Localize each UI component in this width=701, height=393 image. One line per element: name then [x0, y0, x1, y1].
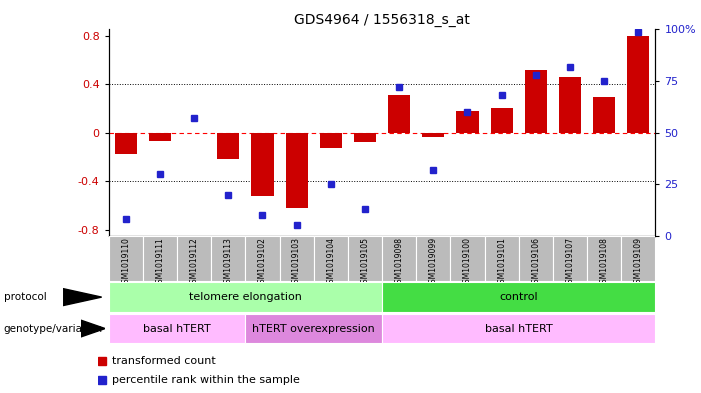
- Bar: [621, 236, 655, 281]
- Text: basal hTERT: basal hTERT: [485, 323, 552, 334]
- Bar: [525, 70, 547, 132]
- Bar: [382, 314, 655, 343]
- Text: protocol: protocol: [4, 292, 46, 302]
- Text: transformed count: transformed count: [112, 356, 216, 366]
- Text: GSM1019101: GSM1019101: [497, 237, 506, 288]
- Text: telomere elongation: telomere elongation: [189, 292, 302, 302]
- Text: GSM1019105: GSM1019105: [360, 237, 369, 288]
- Bar: [177, 236, 211, 281]
- Polygon shape: [81, 320, 105, 337]
- Bar: [217, 132, 239, 159]
- Text: GSM1019109: GSM1019109: [634, 237, 643, 288]
- Text: GSM1019108: GSM1019108: [599, 237, 608, 288]
- Text: GSM1019098: GSM1019098: [395, 237, 404, 288]
- Bar: [211, 236, 245, 281]
- Bar: [252, 132, 273, 196]
- Bar: [354, 132, 376, 142]
- Polygon shape: [63, 288, 102, 306]
- Title: GDS4964 / 1556318_s_at: GDS4964 / 1556318_s_at: [294, 13, 470, 27]
- Text: GSM1019099: GSM1019099: [429, 237, 438, 288]
- Bar: [587, 236, 621, 281]
- Bar: [115, 132, 137, 154]
- Text: GSM1019103: GSM1019103: [292, 237, 301, 288]
- Bar: [143, 236, 177, 281]
- Text: GSM1019104: GSM1019104: [326, 237, 335, 288]
- Bar: [109, 236, 143, 281]
- Bar: [553, 236, 587, 281]
- Bar: [416, 236, 451, 281]
- Bar: [109, 314, 245, 343]
- Text: GSM1019107: GSM1019107: [566, 237, 575, 288]
- Text: GSM1019111: GSM1019111: [156, 237, 165, 288]
- Text: GSM1019102: GSM1019102: [258, 237, 267, 288]
- Bar: [280, 236, 314, 281]
- Text: GSM1019110: GSM1019110: [121, 237, 130, 288]
- Bar: [109, 283, 382, 312]
- Bar: [348, 236, 382, 281]
- Bar: [149, 132, 171, 141]
- Bar: [245, 314, 382, 343]
- Bar: [451, 236, 484, 281]
- Bar: [388, 95, 410, 132]
- Bar: [593, 97, 615, 132]
- Text: hTERT overexpression: hTERT overexpression: [252, 323, 375, 334]
- Text: GSM1019112: GSM1019112: [189, 237, 198, 288]
- Text: basal hTERT: basal hTERT: [143, 323, 211, 334]
- Bar: [320, 132, 342, 149]
- Bar: [314, 236, 348, 281]
- Bar: [519, 236, 553, 281]
- Text: GSM1019113: GSM1019113: [224, 237, 233, 288]
- Bar: [382, 283, 655, 312]
- Bar: [382, 236, 416, 281]
- Bar: [491, 108, 512, 132]
- Bar: [456, 111, 479, 132]
- Text: control: control: [499, 292, 538, 302]
- Text: percentile rank within the sample: percentile rank within the sample: [112, 375, 300, 386]
- Bar: [422, 132, 444, 138]
- Bar: [559, 77, 581, 132]
- Text: GSM1019100: GSM1019100: [463, 237, 472, 288]
- Text: genotype/variation: genotype/variation: [4, 324, 102, 334]
- Bar: [484, 236, 519, 281]
- Bar: [285, 132, 308, 208]
- Bar: [245, 236, 280, 281]
- Text: GSM1019106: GSM1019106: [531, 237, 540, 288]
- Bar: [627, 35, 649, 132]
